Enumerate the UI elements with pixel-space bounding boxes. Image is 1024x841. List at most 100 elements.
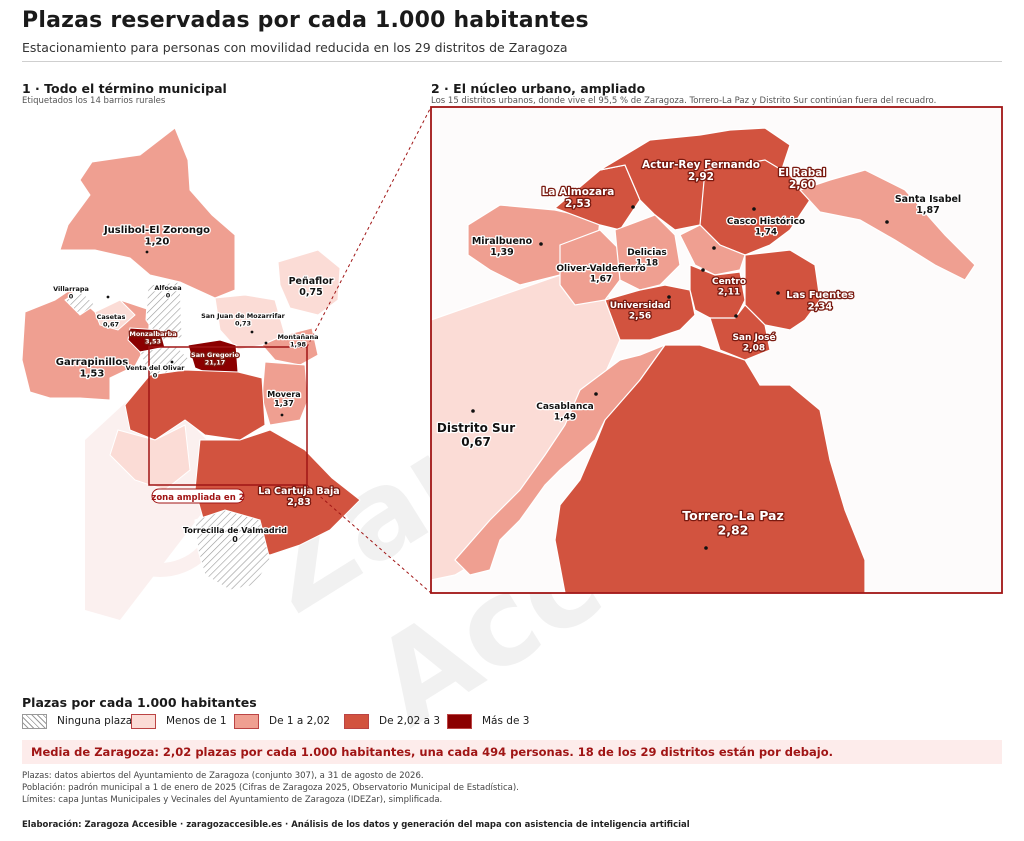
district-value: 0 bbox=[69, 292, 74, 300]
district-name: Las Fuentes bbox=[786, 290, 853, 301]
district-value: 2,11 bbox=[718, 287, 740, 297]
legend-label-lt1: Menos de 1 bbox=[166, 715, 227, 727]
district-name: Villarrapa bbox=[53, 285, 89, 293]
district-value: 1,18 bbox=[636, 258, 658, 268]
centroid-dot bbox=[539, 242, 543, 246]
district-name: Actur-Rey Fernando bbox=[642, 159, 760, 171]
centroid-dot bbox=[701, 268, 705, 272]
legend-item-1-2: De 1 a 2,02 bbox=[234, 713, 330, 729]
centroid-dot bbox=[776, 291, 780, 295]
district-distrito-sur-p1 bbox=[109, 424, 191, 491]
centroid-dot bbox=[667, 295, 671, 299]
district-name: Delicias bbox=[627, 248, 667, 258]
legend-item-gt3: Más de 3 bbox=[447, 713, 529, 729]
district-oliver bbox=[559, 229, 621, 306]
district-name: Santa Isabel bbox=[895, 194, 961, 205]
legend-item-none: Ninguna plaza bbox=[22, 713, 132, 729]
svg-text:zona ampliada en 2: zona ampliada en 2 bbox=[151, 493, 244, 503]
centroid-dot bbox=[712, 246, 716, 250]
legend-label-1-2: De 1 a 2,02 bbox=[269, 715, 331, 727]
district-value: 1,39 bbox=[490, 247, 513, 258]
panel1-subtitle: Etiquetados los 14 barrios rurales bbox=[22, 96, 166, 106]
source-plazas: Plazas: datos abiertos del Ayuntamiento … bbox=[22, 771, 424, 781]
district-value: 2,92 bbox=[688, 171, 714, 183]
centroid-dot bbox=[250, 330, 254, 334]
district-value: 1,20 bbox=[145, 237, 170, 248]
district-name: Movera bbox=[267, 390, 300, 399]
panel2-map bbox=[431, 127, 976, 593]
legend-label-none: Ninguna plaza bbox=[57, 715, 133, 727]
page-subtitle: Estacionamiento para personas con movili… bbox=[22, 40, 568, 55]
panel1-map bbox=[21, 127, 361, 591]
district-name: San Juan de Mozarrifar bbox=[201, 312, 286, 320]
district-villarrapa bbox=[64, 289, 96, 316]
district-name: Venta del Olivar bbox=[126, 364, 186, 372]
centroid-dot bbox=[145, 250, 149, 254]
centroid-dot bbox=[631, 205, 635, 209]
centroid-dot bbox=[280, 413, 284, 417]
legend-item-lt1: Menos de 1 bbox=[131, 713, 227, 729]
district-value: 2,56 bbox=[629, 311, 651, 321]
district-torrero bbox=[554, 344, 866, 593]
district-value: 0,67 bbox=[461, 435, 491, 449]
source-poblacion: Población: padrón municipal a 1 de enero… bbox=[22, 783, 519, 793]
district-universidad bbox=[604, 284, 696, 341]
district-name: Monzalbarba bbox=[129, 330, 176, 338]
panel2-subtitle: Los 15 distritos urbanos, donde vive el … bbox=[431, 96, 937, 106]
district-value: 2,34 bbox=[808, 302, 833, 313]
centroid-dot bbox=[264, 341, 268, 345]
centroid-dot bbox=[594, 392, 598, 396]
district-name: Peñaflor bbox=[289, 276, 334, 287]
district-value: 0 bbox=[166, 291, 171, 299]
centroid-dot bbox=[170, 360, 174, 364]
district-value: 1,87 bbox=[916, 205, 939, 216]
district-torrecilla bbox=[194, 509, 271, 591]
district-name: El Rabal bbox=[778, 167, 826, 179]
zoom-label: zona ampliada en 2 bbox=[151, 488, 245, 504]
district-value: 1,37 bbox=[274, 399, 294, 408]
source-limites: Límites: capa Juntas Municipales y Vecin… bbox=[22, 795, 443, 805]
district-name: Torrecilla de Valmadrid bbox=[183, 526, 287, 535]
district-value: 1,98 bbox=[290, 340, 307, 348]
centroid-dot bbox=[734, 314, 738, 318]
district-value: 0 bbox=[153, 371, 158, 379]
panel2-frame bbox=[430, 106, 1003, 594]
district-name: San Gregorio bbox=[191, 351, 239, 359]
legend-swatch-none bbox=[22, 713, 47, 729]
district-value: 1,74 bbox=[755, 227, 777, 237]
district-penaflor bbox=[277, 249, 341, 316]
district-name: Oliver-Valdefierro bbox=[556, 264, 645, 274]
district-name: Alfocea bbox=[154, 284, 181, 292]
panel1-title: 1 · Todo el término municipal bbox=[22, 81, 227, 96]
district-value: 1,49 bbox=[554, 412, 576, 422]
district-casco bbox=[679, 224, 746, 276]
zoom-frame bbox=[148, 346, 308, 486]
district-name: Distrito Sur bbox=[437, 421, 515, 435]
centroid-dot bbox=[704, 546, 708, 550]
legend-label-gt3: Más de 3 bbox=[482, 715, 530, 727]
district-value: 3,53 bbox=[145, 337, 161, 345]
centroid-dot bbox=[752, 207, 756, 211]
district-value: 2,60 bbox=[789, 179, 815, 191]
district-name: Universidad bbox=[610, 301, 671, 311]
